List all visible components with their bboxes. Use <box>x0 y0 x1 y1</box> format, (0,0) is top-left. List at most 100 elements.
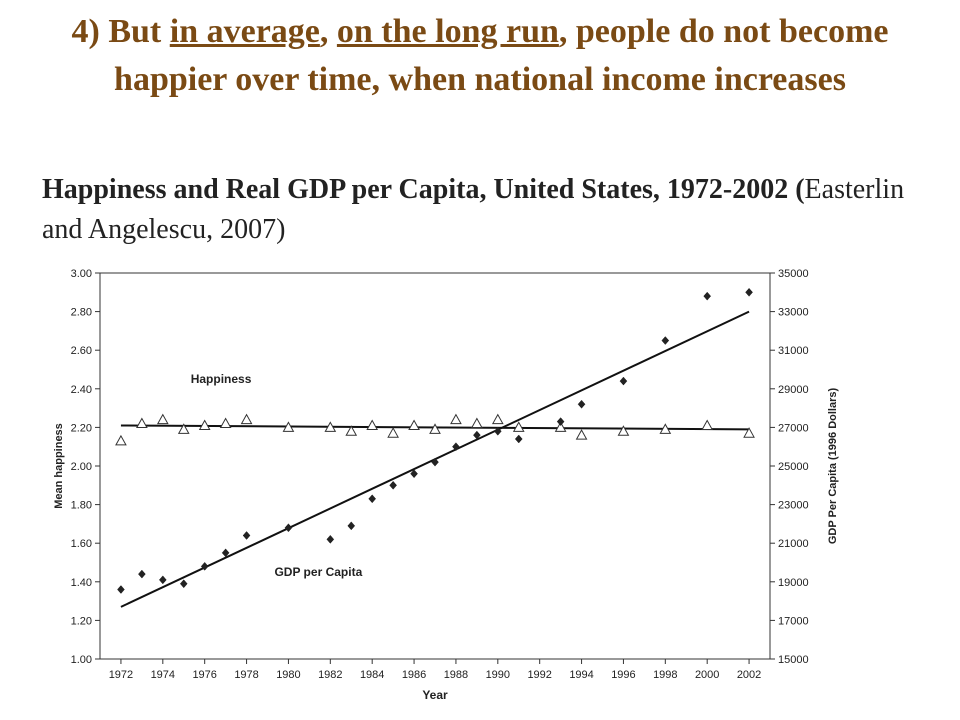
happiness-point <box>491 413 504 425</box>
y-right-tick-label: 31000 <box>778 345 809 357</box>
happiness-point <box>177 423 190 434</box>
gdp-point <box>473 430 481 440</box>
y-left-tick-label: 2.80 <box>71 307 92 319</box>
happiness-point <box>554 421 567 432</box>
happiness-point <box>701 419 714 430</box>
happiness-gdp-chart: 1.00 1.20 1.40 1.60 1.80 2.00 2.20 2.40 2.60 2.80… <box>53 268 839 702</box>
y-left-tick-label: 2.00 <box>71 461 92 473</box>
y-left-axis-label: Mean happiness <box>53 423 65 509</box>
happiness-point <box>512 421 525 432</box>
y-right-tick-label: 15000 <box>778 654 809 666</box>
gdp-point <box>158 575 167 585</box>
x-tick-label: 1978 <box>234 669 258 681</box>
x-tick-label: 1972 <box>109 669 133 681</box>
happiness-point <box>115 434 127 446</box>
happiness-point <box>659 423 672 434</box>
happiness-point <box>198 419 211 430</box>
x-tick-label: 1984 <box>360 669 384 681</box>
gdp-point <box>661 336 670 345</box>
y-right-tick-label: 25000 <box>778 461 809 473</box>
y-right-tick-label: 17000 <box>778 615 809 627</box>
x-tick-label: 2000 <box>695 669 719 681</box>
x-tick-label: 1982 <box>318 669 342 681</box>
y-left-tick-label: 1.20 <box>71 615 92 627</box>
x-tick-label: 1974 <box>151 669 175 681</box>
chart-subtitle: Happiness and Real GDP per Capita, Unite… <box>42 170 922 250</box>
y-right-tick-label: 35000 <box>778 268 809 280</box>
y-right-tick-label: 21000 <box>778 538 809 550</box>
happiness-point <box>156 413 169 425</box>
slide-title: 4) But in average, on the long run, peop… <box>20 8 940 104</box>
title-prefix: 4) But <box>71 13 170 50</box>
x-tick-label: 1992 <box>527 669 551 681</box>
x-tick-label: 1990 <box>486 669 510 681</box>
subtitle-citation: Easterlin and Angelescu, 2007) <box>42 174 905 245</box>
y-left-tick-label: 1.00 <box>71 654 92 666</box>
title-emphasis-long-run: on the long run <box>336 13 559 50</box>
happiness-point <box>136 417 148 429</box>
chart-labels: 1.00 1.20 1.40 1.60 1.80 2.00 2.20 2.40 2.60 2.80… <box>53 268 839 702</box>
happiness-point <box>743 427 755 438</box>
gdp-point <box>200 561 209 571</box>
gdp-point <box>117 585 125 594</box>
y-right-tick-label: 19000 <box>778 577 809 589</box>
gdp-point <box>242 531 251 540</box>
happiness-point <box>387 427 399 438</box>
x-tick-label: 1986 <box>402 669 426 681</box>
x-tick-label: 1998 <box>653 669 677 681</box>
y-left-tick-label: 2.60 <box>71 345 92 357</box>
x-tick-label: 1988 <box>444 669 468 681</box>
gdp-point <box>493 426 502 436</box>
x-tick-label: 2002 <box>737 669 761 681</box>
series-annotation: GDP per Capita <box>274 565 362 579</box>
data-points <box>115 287 755 594</box>
happiness-point <box>324 421 337 432</box>
happiness-point <box>282 421 295 432</box>
happiness-point <box>471 417 483 429</box>
gdp-point <box>556 417 565 426</box>
y-right-tick-label: 33000 <box>778 307 809 319</box>
happiness-point <box>240 413 253 425</box>
gdp-point <box>431 457 439 467</box>
title-emphasis-average: in average <box>169 13 320 50</box>
x-axis-label: Year <box>422 688 448 702</box>
y-left-tick-label: 1.60 <box>71 538 92 550</box>
gdp-point <box>577 399 586 409</box>
gdp-point <box>745 287 753 297</box>
gdp-point <box>368 494 377 504</box>
happiness-point <box>219 417 232 429</box>
happiness-point <box>575 429 588 440</box>
series-annotation: Happiness <box>191 372 252 386</box>
gdp-point <box>703 291 712 301</box>
gdp-point <box>179 579 188 589</box>
gdp-point <box>347 521 356 531</box>
x-tick-label: 1996 <box>611 669 635 681</box>
gdp-point <box>452 442 460 452</box>
y-left-tick-label: 2.40 <box>71 384 92 396</box>
gdp-point <box>619 376 628 386</box>
happiness-point <box>408 419 420 430</box>
y-right-tick-label: 27000 <box>778 422 809 434</box>
y-left-tick-label: 3.00 <box>71 268 92 280</box>
title-suffix: , people do not become happier over time… <box>114 13 889 98</box>
y-left-tick-label: 1.80 <box>71 500 92 512</box>
title-separator: , <box>319 13 337 50</box>
happiness-point <box>345 425 358 436</box>
axes <box>95 272 775 664</box>
gdp-point <box>284 523 293 533</box>
gdp-point <box>389 480 397 490</box>
y-right-tick-label: 23000 <box>778 500 809 512</box>
y-left-tick-label: 1.40 <box>71 577 92 589</box>
gdp-point <box>326 534 335 544</box>
subtitle-bold: Happiness and Real GDP per Capita, Unite… <box>42 174 805 205</box>
happiness-point <box>450 413 462 425</box>
x-tick-label: 1980 <box>276 669 300 681</box>
gdp-point <box>514 434 523 444</box>
x-tick-label: 1994 <box>569 669 593 681</box>
x-tick-label: 1976 <box>192 669 216 681</box>
gdp-point <box>410 469 418 479</box>
gdp-point <box>138 569 146 579</box>
happiness-point <box>429 423 441 434</box>
y-left-tick-label: 2.20 <box>71 422 92 434</box>
happiness-point <box>617 425 630 436</box>
